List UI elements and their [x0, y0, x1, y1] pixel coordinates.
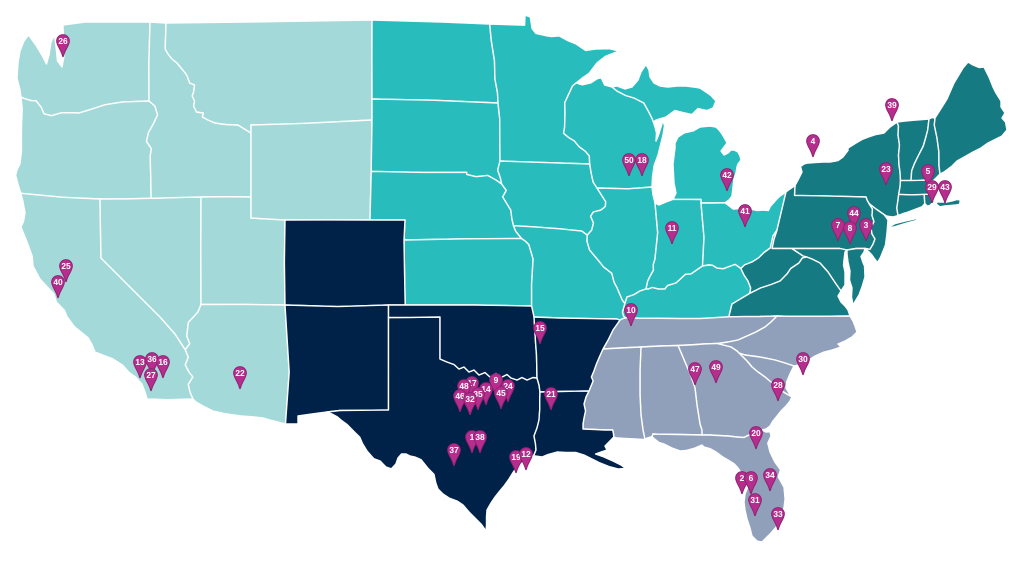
svg-text:36: 36 [147, 354, 157, 364]
svg-text:6: 6 [749, 473, 754, 483]
svg-text:22: 22 [235, 368, 245, 378]
svg-text:2: 2 [740, 473, 745, 483]
svg-text:3: 3 [864, 220, 869, 230]
svg-text:28: 28 [773, 380, 783, 390]
svg-text:17: 17 [467, 378, 477, 388]
svg-text:44: 44 [849, 208, 859, 218]
svg-text:40: 40 [53, 277, 63, 287]
svg-text:18: 18 [637, 155, 647, 165]
svg-text:12: 12 [521, 449, 531, 459]
svg-text:43: 43 [940, 182, 950, 192]
svg-text:50: 50 [624, 155, 634, 165]
svg-text:4: 4 [811, 136, 816, 146]
svg-text:37: 37 [449, 445, 459, 455]
svg-text:48: 48 [459, 381, 469, 391]
svg-text:34: 34 [765, 470, 775, 480]
svg-text:38: 38 [475, 432, 485, 442]
svg-text:41: 41 [740, 206, 750, 216]
svg-text:9: 9 [494, 375, 499, 385]
svg-text:35: 35 [473, 389, 483, 399]
svg-text:21: 21 [546, 389, 556, 399]
svg-text:15: 15 [535, 323, 545, 333]
svg-text:24: 24 [503, 381, 513, 391]
svg-text:47: 47 [690, 364, 700, 374]
svg-text:33: 33 [773, 509, 783, 519]
svg-text:32: 32 [465, 394, 475, 404]
svg-text:25: 25 [61, 261, 71, 271]
svg-text:13: 13 [135, 357, 145, 367]
svg-text:20: 20 [751, 428, 761, 438]
svg-text:27: 27 [146, 370, 156, 380]
svg-text:5: 5 [926, 166, 931, 176]
svg-text:30: 30 [798, 354, 808, 364]
svg-text:19: 19 [511, 452, 521, 462]
svg-text:8: 8 [848, 223, 853, 233]
svg-text:46: 46 [455, 391, 465, 401]
svg-text:26: 26 [58, 36, 68, 46]
svg-text:11: 11 [668, 223, 677, 233]
svg-text:45: 45 [496, 388, 506, 398]
svg-text:31: 31 [750, 495, 760, 505]
svg-text:39: 39 [887, 100, 897, 110]
svg-text:7: 7 [836, 220, 841, 230]
svg-text:23: 23 [881, 164, 891, 174]
svg-text:49: 49 [711, 362, 721, 372]
svg-text:16: 16 [158, 357, 168, 367]
svg-text:14: 14 [481, 384, 491, 394]
svg-text:42: 42 [722, 170, 732, 180]
svg-text:29: 29 [927, 182, 937, 192]
svg-text:1: 1 [470, 432, 475, 442]
svg-text:10: 10 [626, 305, 636, 315]
